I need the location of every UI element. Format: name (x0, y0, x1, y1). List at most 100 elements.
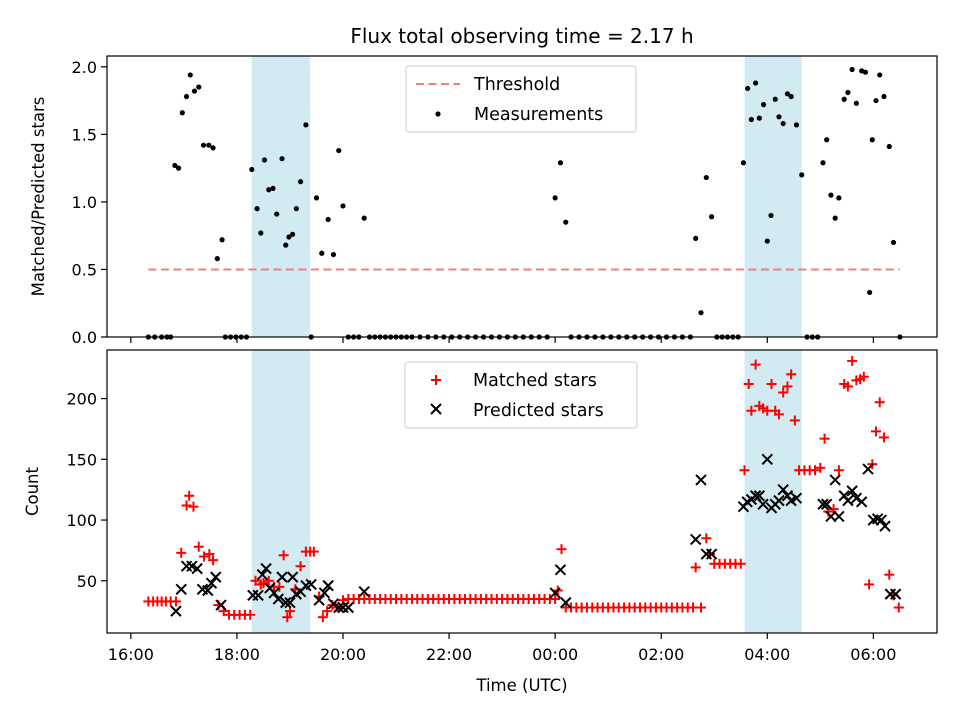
matched-star-point (193, 541, 204, 552)
measurement-point (219, 237, 225, 243)
measurement-point (330, 251, 337, 258)
measurement-point (249, 166, 255, 173)
top-axes-frame (106, 55, 938, 338)
measurement-point (853, 100, 859, 106)
measurement-point (877, 72, 883, 78)
matched-star-point (176, 547, 187, 558)
x-tick-label: 02:00 (638, 645, 684, 664)
matched-star-point (556, 544, 567, 555)
chart-title: Flux total observing time = 2.17 h (350, 24, 693, 48)
top-y-tick-label: 1.0 (72, 193, 97, 212)
bottom-y-tick-label: 50 (77, 572, 97, 591)
matched-star-point (208, 555, 219, 566)
measurement-point (552, 195, 558, 201)
measurement-point (780, 120, 786, 127)
measurement-point (210, 145, 216, 151)
top-panel: 0.00.51.01.52.0 Matched/Predicted stars … (29, 55, 938, 347)
top-legend: Threshold Measurements (405, 65, 637, 133)
bottom-legend: Matched stars Predicted stars (404, 361, 638, 429)
matched-star-point (786, 369, 797, 380)
predicted-star-point (757, 498, 769, 510)
matched-star-point (878, 432, 889, 443)
bottom-x-ticks: 16:00 18:00 20:00 22:00 00:00 02:00 04:00 06:00 (108, 633, 896, 664)
matched-star-point (743, 379, 754, 390)
matched-star-point (181, 500, 192, 511)
predicted-star-point (322, 579, 334, 592)
matched-star-point (778, 387, 789, 398)
predicted-star-point (753, 490, 766, 502)
legend-matched-swatch (431, 375, 441, 385)
matched-star-point (199, 551, 210, 562)
measurement-point (279, 156, 285, 162)
matched-star-point (278, 550, 289, 561)
measurement-point (196, 84, 202, 90)
predicted-star-point (761, 453, 773, 466)
predicted-star-point (175, 583, 187, 595)
top-shaded-intervals (251, 56, 802, 337)
matched-star-point (766, 379, 777, 390)
measurement-point (709, 214, 715, 220)
matched-star-point (874, 397, 885, 408)
x-tick-label: 20:00 (320, 645, 366, 664)
measurement-point (183, 93, 190, 100)
bottom-y-tick-label: 100 (66, 511, 97, 530)
measurement-point (270, 185, 276, 191)
predicted-star-point (191, 562, 203, 575)
top-y-tick-label: 0.0 (72, 328, 97, 347)
matched-star-point (789, 415, 800, 426)
measurement-point (293, 206, 299, 212)
legend-matched-label: Matched stars (473, 371, 597, 391)
predicted-star-point (833, 510, 845, 523)
measurement-point (881, 93, 887, 100)
measurement-point (862, 69, 869, 75)
matched-star-point (819, 433, 830, 444)
matched-star-point (893, 602, 904, 613)
matched-star-point (295, 561, 306, 572)
measurement-point (206, 142, 212, 148)
measurement-point (297, 179, 304, 185)
matched-star-point (245, 609, 256, 620)
predicted-star-point (286, 571, 299, 583)
matched-star-point (746, 405, 757, 416)
predicted-star-point (705, 548, 718, 560)
predicted-star-point (276, 571, 288, 583)
matched-star-point (739, 465, 750, 476)
matched-star-point (735, 558, 746, 569)
top-y-ticks: 0.0 0.5 1.0 1.5 2.0 (72, 58, 107, 347)
measurement-point (745, 85, 751, 92)
measurement-point (748, 116, 754, 123)
predicted-star-point (820, 498, 833, 510)
legend-measurements-label: Measurements (474, 105, 603, 125)
predicted-star-point (879, 520, 891, 532)
predicted-star-point (202, 584, 214, 597)
matched-star-point (550, 593, 561, 604)
measurement-point (286, 234, 292, 240)
measurement-point (820, 160, 826, 166)
measurement-point (890, 239, 897, 246)
matched-star-point (282, 612, 293, 623)
legend-measurements-swatch (435, 111, 441, 117)
measurement-point (753, 80, 759, 86)
measurement-point (849, 66, 855, 73)
measurement-point (799, 172, 805, 178)
measurement-point (340, 203, 346, 209)
x-tick-label: 00:00 (532, 645, 578, 664)
predicted-star-point (284, 596, 296, 609)
predicted-star-point (327, 598, 340, 610)
measurement-point (867, 289, 873, 296)
top-y-tick-label: 2.0 (72, 58, 97, 77)
measurement-point (261, 157, 268, 163)
bottom-panel: 50 100 150 200 16:00 18:00 20:00 22:00 00:00 02:… (23, 349, 938, 695)
measurement-point (693, 235, 699, 241)
measurement-point (361, 215, 367, 221)
measurement-point (764, 238, 770, 244)
predicted-star-point (560, 596, 572, 609)
matched-star-point (884, 569, 895, 580)
measurement-point (703, 174, 709, 181)
measurement-point (313, 195, 320, 201)
bottom-axes-frame (106, 349, 938, 634)
matched-star-point (864, 579, 875, 590)
predicted-star-point (170, 605, 182, 617)
predicted-star-point (855, 496, 868, 508)
